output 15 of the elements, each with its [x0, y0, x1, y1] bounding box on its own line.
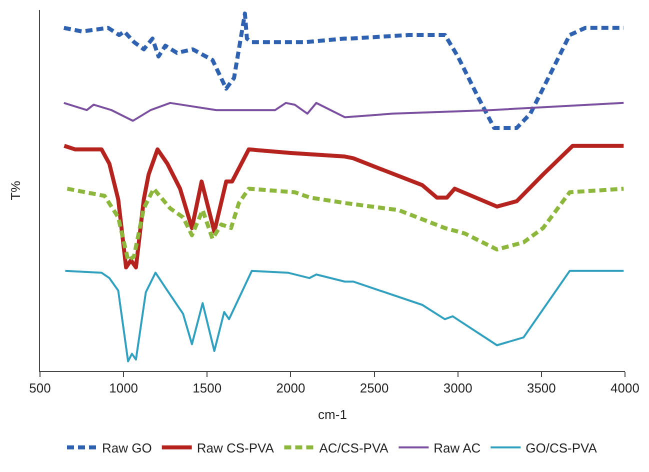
x-tick-label: 4000: [610, 380, 640, 396]
x-axis-title: cm-1: [318, 407, 347, 422]
x-tick-label: 3000: [443, 380, 472, 396]
y-axis-title: T%: [8, 180, 23, 200]
x-tick-label: 1000: [109, 380, 138, 396]
x-tick-label: 3500: [526, 380, 556, 396]
legend-label: GO/CS-PVA: [526, 440, 598, 456]
x-tick-label: 2500: [360, 380, 389, 396]
x-tick-label: 500: [29, 380, 51, 396]
legend-label: AC/CS-PVA: [319, 440, 389, 456]
x-tick-label: 2000: [276, 380, 306, 396]
x-tick-label: 1500: [192, 380, 222, 396]
legend-label: Raw GO: [102, 440, 152, 456]
legend-label: Raw CS-PVA: [196, 440, 274, 456]
legend-label: Raw AC: [434, 440, 481, 456]
